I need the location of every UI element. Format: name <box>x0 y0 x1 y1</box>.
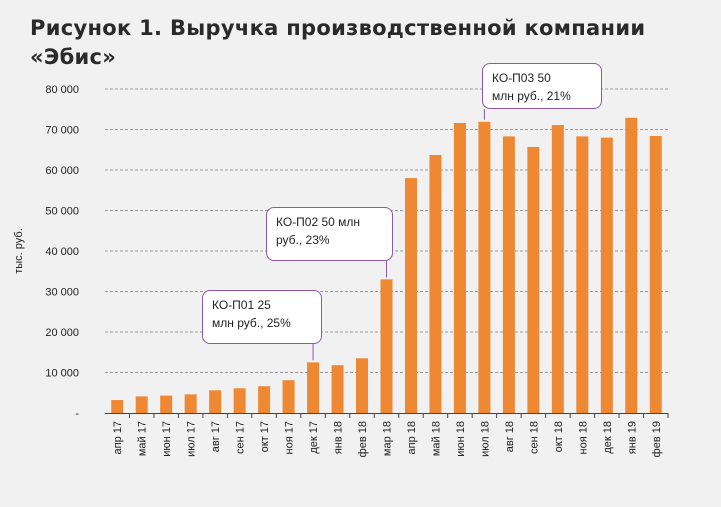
x-tick-label: июл 17 <box>186 421 198 457</box>
x-tick-label: ноя 17 <box>284 421 296 454</box>
bar <box>429 155 442 413</box>
x-tick-label: июн 18 <box>455 421 467 457</box>
bar <box>282 380 295 413</box>
y-tick-label: 50 000 <box>45 206 79 218</box>
y-tick-label: 80 000 <box>45 84 79 96</box>
x-tick-label: июн 17 <box>161 421 173 457</box>
y-tick-label: 10 000 <box>45 368 79 380</box>
bar <box>404 178 417 413</box>
bar <box>135 396 148 413</box>
y-axis-label: тыс. руб. <box>13 228 25 274</box>
bar <box>380 279 393 413</box>
chart-title-line-2: «Эбис» <box>30 45 117 69</box>
bar <box>233 388 246 413</box>
x-tick-label: май 17 <box>137 421 149 456</box>
bar <box>184 394 197 413</box>
x-tick-label: апр 18 <box>406 421 418 454</box>
bar <box>478 121 491 414</box>
annotation-callout: КО-П02 50 млн руб., 23% <box>266 207 393 261</box>
bar <box>453 123 466 414</box>
x-tick-label: апр 17 <box>112 421 124 454</box>
bar <box>331 365 344 413</box>
x-tick-label: сен 18 <box>528 421 540 454</box>
bar <box>551 125 564 414</box>
bar <box>258 386 271 413</box>
annotation-callout: КО-П01 25 млн руб., 25% <box>202 290 322 344</box>
x-tick-label: авг 17 <box>210 421 222 452</box>
x-tick-label: дек 18 <box>602 421 614 454</box>
bar <box>209 390 222 413</box>
x-tick-label: май 18 <box>430 421 442 456</box>
chart-title-line-1: Рисунок 1. Выручка производственной комп… <box>30 16 646 40</box>
annotation-text-line: млн руб., 25% <box>212 316 291 330</box>
chart-title: Рисунок 1. Выручка производственной комп… <box>30 14 710 72</box>
x-tick-label: дек 17 <box>308 421 320 454</box>
x-tick-label: авг 18 <box>504 421 516 452</box>
y-tick-label: 40 000 <box>45 246 79 258</box>
x-tick-label: сен 17 <box>235 421 247 454</box>
annotation-text-line: КО-П02 50 млн <box>276 215 361 229</box>
bar <box>576 136 589 413</box>
y-tick-label: 70 000 <box>45 125 79 137</box>
bar <box>307 362 320 413</box>
bar <box>649 135 662 414</box>
bar <box>111 400 124 413</box>
bar <box>502 136 515 413</box>
x-tick-label: окт 17 <box>259 421 271 452</box>
x-tick-label: мар 18 <box>382 421 394 456</box>
x-tick-label: ноя 18 <box>577 421 589 454</box>
bar <box>600 137 613 413</box>
x-tick-label: янв 19 <box>626 421 638 454</box>
annotation-text-line: руб., 23% <box>276 233 330 247</box>
y-tick-label: 20 000 <box>45 327 79 339</box>
annotation-text-line: КО-П01 25 <box>212 298 271 312</box>
y-tick-label: 60 000 <box>45 165 79 177</box>
x-tick-label: янв 18 <box>333 421 345 454</box>
bar <box>527 146 540 414</box>
bar <box>160 395 173 413</box>
x-tick-label: фев 18 <box>357 421 369 457</box>
y-tick-label: 30 000 <box>45 287 79 299</box>
annotation-callout: КО-П03 50 млн руб., 21% <box>482 63 602 109</box>
bar <box>625 117 638 413</box>
x-tick-label: июл 18 <box>479 421 491 457</box>
annotation-text-line: КО-П03 50 <box>492 71 551 85</box>
annotation-text-line: млн руб., 21% <box>492 89 571 103</box>
x-tick-label: фев 19 <box>651 421 663 457</box>
x-tick-label: окт 18 <box>553 421 565 452</box>
y-tick-label: - <box>75 408 79 420</box>
bar <box>356 358 369 413</box>
